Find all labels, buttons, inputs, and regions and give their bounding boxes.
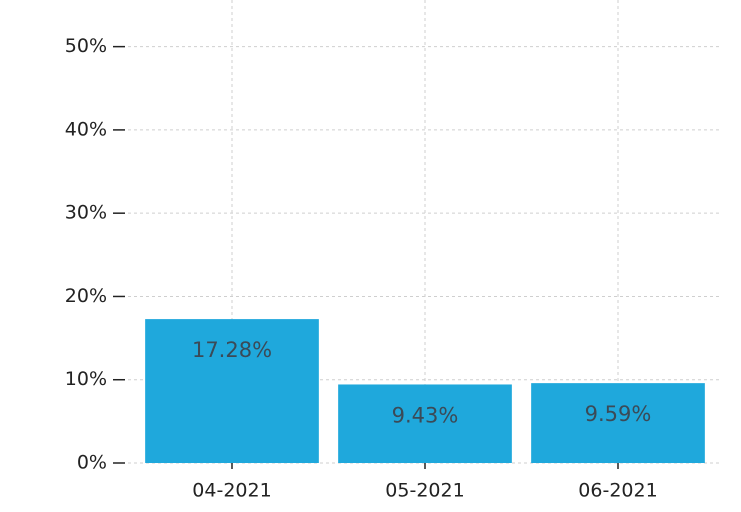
- y-tick-label: 20%: [65, 285, 107, 307]
- data-label: 17.28%: [192, 338, 272, 362]
- x-tick-label: 05-2021: [385, 480, 464, 502]
- y-tick-label: 50%: [65, 35, 107, 57]
- data-label: 9.43%: [392, 403, 459, 427]
- x-tick-label: 04-2021: [192, 480, 271, 502]
- y-tick-label: 0%: [77, 452, 107, 474]
- y-tick-label: 30%: [65, 202, 107, 224]
- y-tick-label: 10%: [65, 368, 107, 390]
- bar: [145, 319, 319, 463]
- bar: [531, 383, 705, 463]
- data-label: 9.59%: [585, 402, 652, 426]
- x-tick-label: 06-2021: [578, 480, 657, 502]
- y-tick-label: 40%: [65, 118, 107, 140]
- bar: [338, 384, 512, 463]
